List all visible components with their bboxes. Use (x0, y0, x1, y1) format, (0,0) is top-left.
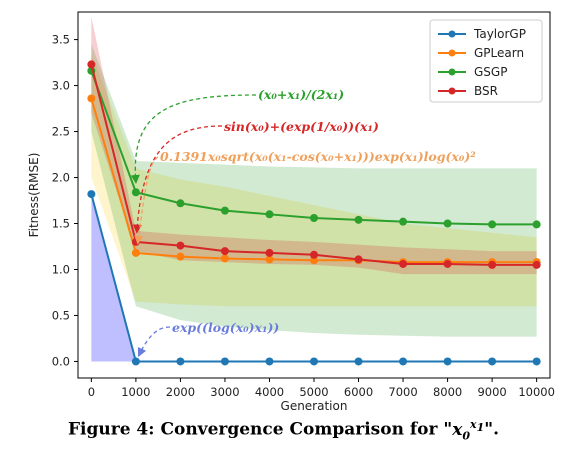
annotation-arrow (137, 326, 171, 358)
annotation-arrow (130, 94, 257, 185)
point-taylorgp (265, 357, 274, 366)
x-tick-label: 4000 (255, 385, 284, 399)
legend-label-gsgp: GSGP (474, 65, 507, 79)
point-taylorgp (488, 357, 497, 366)
annotation-formula: 0.1391x₀sqrt(x₀(x₁-cos(x₀+x₁)))exp(x₁)lo… (160, 149, 476, 164)
point-taylorgp (532, 357, 541, 366)
x-tick-label: 3000 (210, 385, 239, 399)
point-gsgp (488, 220, 497, 229)
x-axis-label: Generation (281, 399, 348, 413)
point-taylorgp (87, 190, 96, 199)
x-tick-label: 7000 (388, 385, 417, 399)
point-bsr (354, 255, 363, 264)
point-bsr (220, 247, 229, 256)
x-tick-label: 8000 (433, 385, 462, 399)
annotation-arrow (132, 125, 223, 234)
caption-exponent-sub: 1 (476, 421, 485, 435)
point-gplearn (310, 256, 318, 265)
point-gsgp (399, 217, 408, 226)
series-lines (87, 60, 541, 366)
y-tick-label: 3.0 (52, 79, 70, 93)
point-gsgp (532, 220, 541, 229)
legend-label-taylorgp: TaylorGP (473, 27, 526, 41)
y-axis: 0.0 0.5 1.0 1.5 2.0 2.5 3.0 3.5 (52, 33, 78, 368)
point-taylorgp (131, 357, 140, 366)
y-axis-label: Fitness(RMSE) (27, 153, 41, 238)
y-tick-label: 0.5 (52, 308, 70, 322)
point-bsr (87, 60, 96, 69)
point-bsr (265, 248, 274, 257)
y-tick-label: 1.5 (52, 217, 70, 231)
point-taylorgp (220, 357, 229, 366)
point-gsgp (131, 188, 140, 197)
point-gsgp (443, 219, 452, 228)
legend-marker-gplearn (448, 49, 456, 57)
convergence-chart: (x₀+x₁)/(2x₁) sin(x₀)+(exp(1/x₀))(x₁) 0.13… (27, 11, 555, 413)
point-gplearn (87, 94, 96, 103)
band-gplearn (91, 53, 537, 307)
point-gsgp (354, 215, 363, 224)
legend-label-gplearn: GPLearn (474, 46, 524, 60)
point-taylorgp (176, 357, 185, 366)
x-tick-label: 2000 (166, 385, 195, 399)
x-tick-label: 0 (88, 385, 95, 399)
point-gsgp (220, 206, 229, 215)
caption-prefix: Figure 4: Convergence Comparison for " (67, 419, 453, 440)
point-taylorgp (399, 357, 408, 366)
caption-suffix: ". (484, 419, 500, 440)
y-tick-label: 0.0 (52, 354, 70, 368)
caption-exponent: x1 (470, 418, 485, 435)
y-tick-label: 2.5 (52, 125, 70, 139)
point-gsgp (176, 199, 185, 208)
y-tick-label: 2.0 (52, 171, 70, 185)
caption-formula: x0x1 (452, 418, 485, 443)
annotation-formula: sin(x₀)+(exp(1/x₀))(x₁) (224, 119, 379, 134)
caption-exponent-var: x (470, 418, 477, 431)
x-tick-label: 10000 (518, 385, 555, 399)
caption-base: x (452, 419, 463, 440)
legend: TaylorGP GPLearn GSGP BSR (429, 19, 543, 103)
point-gplearn (131, 248, 140, 257)
annotation-formula: (x₀+x₁)/(2x₁) (258, 87, 344, 102)
figure-caption: Figure 4: Convergence Comparison for "x0… (0, 418, 567, 442)
point-bsr (176, 241, 185, 250)
caption-base-sub: 0 (462, 429, 471, 443)
x-tick-label: 6000 (344, 385, 373, 399)
point-bsr (310, 250, 318, 259)
legend-box (429, 19, 543, 103)
x-tick-label: 5000 (299, 385, 328, 399)
point-taylorgp (443, 357, 452, 366)
point-gsgp (310, 213, 318, 222)
point-bsr (443, 259, 452, 268)
point-bsr (399, 259, 408, 268)
y-tick-label: 1.0 (52, 262, 70, 276)
point-gplearn (176, 252, 185, 261)
point-taylorgp (354, 357, 363, 366)
point-gplearn (220, 254, 229, 263)
point-bsr (532, 260, 541, 269)
point-gplearn (265, 255, 274, 264)
x-tick-label: 9000 (477, 385, 506, 399)
legend-marker-bsr (448, 87, 456, 95)
legend-marker-taylorgp (448, 30, 456, 38)
point-taylorgp (310, 357, 318, 366)
x-tick-label: 1000 (121, 385, 150, 399)
band-bsr (91, 16, 537, 275)
annotation-formula: exp((log(x₀)x₁)) (172, 320, 279, 335)
legend-marker-gsgp (448, 68, 456, 76)
point-bsr (488, 260, 497, 269)
legend-label-bsr: BSR (474, 84, 498, 98)
annotation-arrow (134, 156, 159, 245)
point-gsgp (265, 210, 274, 219)
x-axis: 0 1000 2000 3000 4000 5000 6000 7000 8000 9000 100… (88, 378, 555, 399)
formula-annotations: (x₀+x₁)/(2x₁) sin(x₀)+(exp(1/x₀))(x₁) 0.13… (130, 87, 476, 358)
y-tick-label: 3.5 (52, 33, 70, 47)
